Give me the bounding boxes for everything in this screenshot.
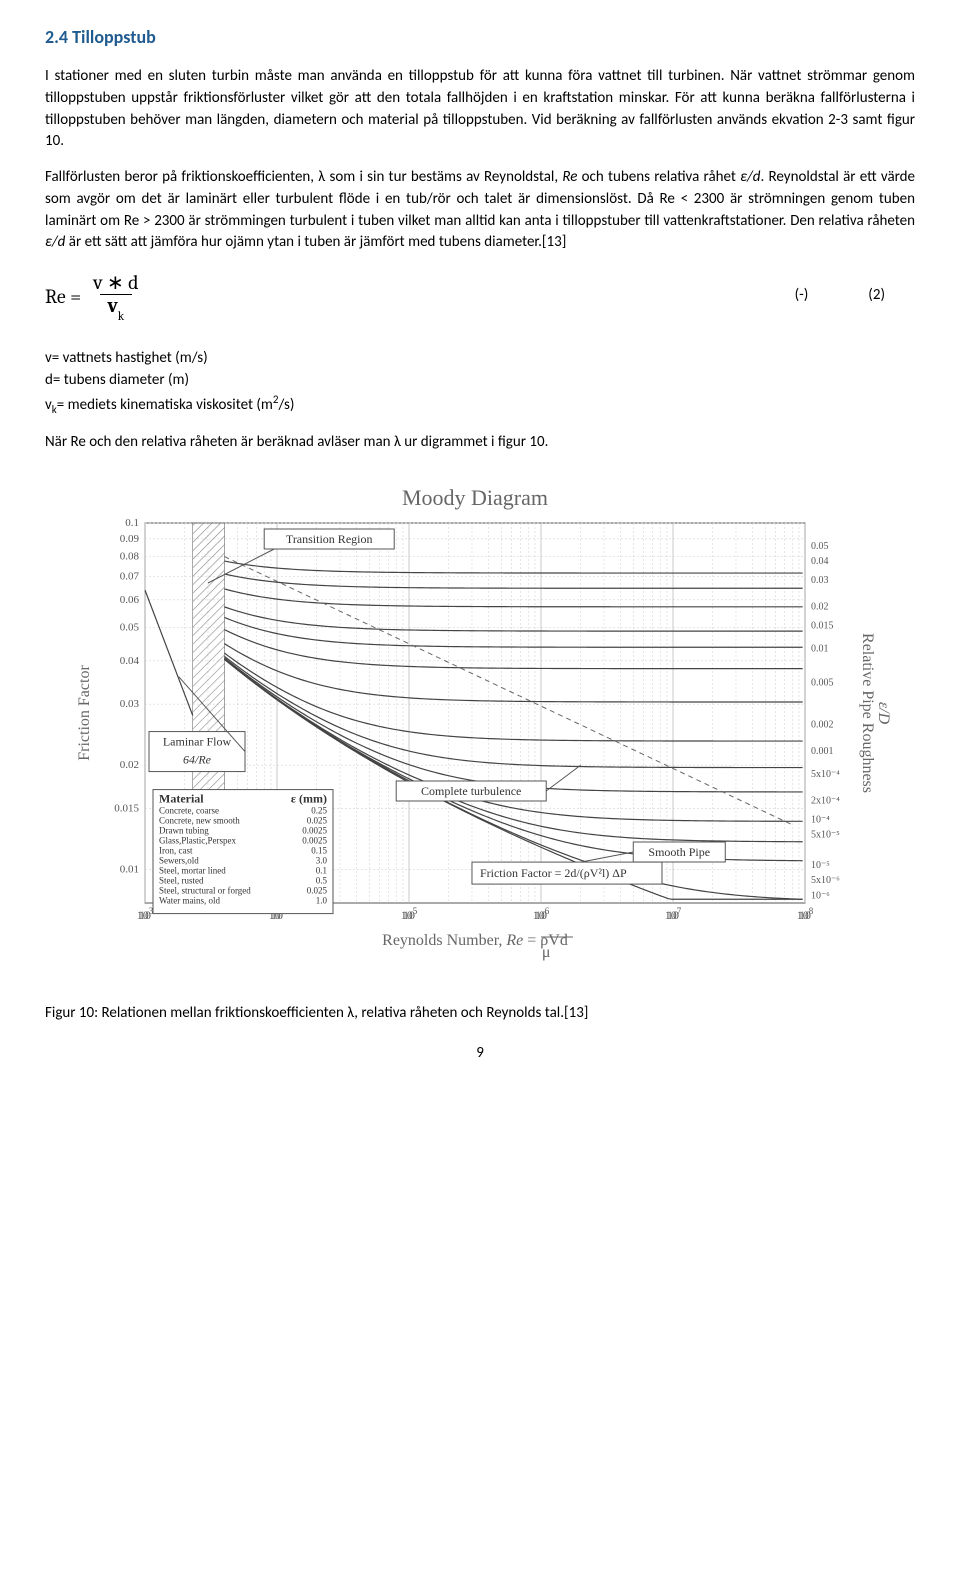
svg-text:0.03: 0.03 (811, 575, 829, 586)
def-v: v= vattnets hastighet (m/s) (45, 348, 915, 370)
section-title: Tilloppstub (72, 26, 156, 48)
svg-text:0.01: 0.01 (811, 644, 829, 655)
p2-d: är ett sätt att jämföra hur ojämn ytan i… (65, 233, 566, 251)
svg-text:ε/D: ε/D (875, 702, 892, 725)
svg-text:Smooth Pipe: Smooth Pipe (648, 845, 710, 859)
svg-text:Sewers,old: Sewers,old (159, 856, 199, 866)
p2-b: och tubens relativa råhet (577, 168, 740, 186)
svg-text:5x10⁻⁵: 5x10⁻⁵ (811, 830, 840, 841)
eq-number: (2) (868, 285, 885, 307)
svg-text:Steel, rusted: Steel, rusted (159, 876, 204, 886)
svg-text:0.04: 0.04 (120, 655, 140, 667)
equation-right: (-) (2) (795, 285, 915, 307)
svg-text:Concrete, new smooth: Concrete, new smooth (159, 816, 240, 826)
eq-denominator: vk (100, 294, 133, 320)
svg-text:2x10⁻⁴: 2x10⁻⁴ (811, 796, 840, 807)
svg-text:Water mains, old: Water mains, old (159, 896, 221, 906)
svg-text:Relative Pipe Roughness: Relative Pipe Roughness (859, 633, 876, 793)
svg-text:Glass,Plastic,Perspex: Glass,Plastic,Perspex (159, 836, 236, 846)
svg-text:0.08: 0.08 (120, 551, 140, 563)
def-vk: vk= mediets kinematiska viskositet (m2/s… (45, 392, 915, 418)
svg-text:Complete turbulence: Complete turbulence (421, 784, 521, 798)
svg-text:Reynolds Number, Re = ρVdμ: Reynolds Number, Re = ρVdμ (382, 932, 568, 961)
svg-text:Iron, cast: Iron, cast (159, 846, 193, 856)
svg-text:Drawn tubing: Drawn tubing (159, 826, 209, 836)
paragraph-2: Fallförlusten beror på friktionskoeffici… (45, 167, 915, 254)
moody-diagram: Moody Diagram101031010410105101061010710… (45, 483, 915, 963)
eq-re: Re = (45, 282, 81, 311)
svg-text:Moody Diagram: Moody Diagram (402, 485, 548, 510)
svg-text:Steel, structural or forged: Steel, structural or forged (159, 886, 251, 896)
p2-a: Fallförlusten beror på friktionskoeffici… (45, 168, 562, 186)
svg-text:0.09: 0.09 (120, 533, 140, 545)
svg-text:0.05: 0.05 (120, 622, 140, 634)
svg-text:103: 103 (137, 906, 154, 922)
eq-den-sub: k (118, 309, 124, 323)
svg-text:0.0025: 0.0025 (302, 826, 327, 836)
section-heading: 2.4 Tilloppstub (45, 24, 915, 50)
svg-text:0.03: 0.03 (120, 699, 140, 711)
svg-text:0.005: 0.005 (811, 678, 834, 689)
def-vk-c: /s) (278, 396, 294, 414)
svg-text:0.5: 0.5 (316, 876, 328, 886)
eq-numerator: v ∗ d (87, 272, 144, 294)
equation-row: Re = v ∗ d vk (-) (2) (45, 272, 915, 320)
figure-caption: Figur 10: Relationen mellan friktionskoe… (45, 1003, 915, 1025)
svg-text:0.01: 0.01 (120, 864, 139, 876)
svg-text:ε (mm): ε (mm) (291, 792, 327, 806)
svg-text:0.04: 0.04 (811, 556, 829, 567)
paragraph-1: I stationer med en sluten turbin måste m… (45, 66, 915, 153)
p2-ed2: ε/d (45, 233, 65, 251)
svg-text:0.06: 0.06 (120, 594, 140, 606)
svg-text:107: 107 (665, 906, 682, 922)
sentence-after: När Re och den relativa råheten är beräk… (45, 432, 915, 454)
p2-ed: ε/d (740, 168, 760, 186)
svg-text:0.02: 0.02 (811, 602, 829, 613)
eq-fraction: v ∗ d vk (87, 272, 144, 320)
def-vk-a: v (45, 396, 52, 414)
svg-text:0.1: 0.1 (125, 517, 139, 529)
def-vk-b: = mediets kinematiska viskositet (m (57, 396, 273, 414)
svg-text:0.0025: 0.0025 (302, 836, 327, 846)
svg-text:0.1: 0.1 (316, 866, 327, 876)
svg-text:0.07: 0.07 (120, 571, 140, 583)
equation-lhs: Re = v ∗ d vk (45, 272, 145, 320)
svg-text:64/Re: 64/Re (183, 753, 212, 767)
moody-svg: Moody Diagram101031010410105101061010710… (65, 483, 895, 963)
svg-text:1.0: 1.0 (316, 896, 328, 906)
page-number: 9 (45, 1043, 915, 1065)
svg-text:106: 106 (533, 906, 550, 922)
svg-text:Transition Region: Transition Region (286, 532, 373, 546)
svg-text:Friction Factor: Friction Factor (76, 665, 93, 761)
svg-text:0.02: 0.02 (120, 760, 139, 772)
svg-text:Friction Factor = 2d/(ρV²l) Δ: Friction Factor = 2d/(ρV²l) ΔP (480, 867, 627, 881)
svg-text:5x10⁻⁶: 5x10⁻⁶ (811, 876, 840, 887)
svg-text:0.025: 0.025 (307, 816, 328, 826)
svg-text:0.015: 0.015 (811, 621, 834, 632)
svg-text:3.0: 3.0 (316, 856, 328, 866)
svg-text:Laminar Flow: Laminar Flow (163, 735, 232, 749)
svg-text:0.15: 0.15 (311, 846, 327, 856)
svg-text:Steel, mortar lined: Steel, mortar lined (159, 866, 226, 876)
svg-text:108: 108 (797, 906, 814, 922)
svg-text:5x10⁻⁴: 5x10⁻⁴ (811, 769, 840, 780)
svg-text:0.001: 0.001 (811, 746, 834, 757)
eq-den-v: v (108, 294, 118, 317)
section-number: 2.4 (45, 26, 68, 48)
svg-text:0.015: 0.015 (114, 803, 139, 815)
svg-text:10⁻⁵: 10⁻⁵ (811, 860, 830, 871)
p2-re: Re (562, 168, 577, 186)
definitions: v= vattnets hastighet (m/s) d= tubens di… (45, 348, 915, 417)
svg-text:0.025: 0.025 (307, 886, 328, 896)
svg-text:10⁻⁴: 10⁻⁴ (811, 815, 830, 826)
def-d: d= tubens diameter (m) (45, 370, 915, 392)
svg-text:105: 105 (401, 906, 418, 922)
svg-text:Concrete, coarse: Concrete, coarse (159, 806, 219, 816)
svg-text:0.002: 0.002 (811, 720, 834, 731)
svg-text:0.25: 0.25 (311, 806, 327, 816)
svg-text:0.05: 0.05 (811, 541, 829, 552)
svg-text:10⁻⁶: 10⁻⁶ (811, 891, 830, 902)
svg-text:Material: Material (159, 792, 204, 806)
eq-unit: (-) (795, 285, 809, 307)
